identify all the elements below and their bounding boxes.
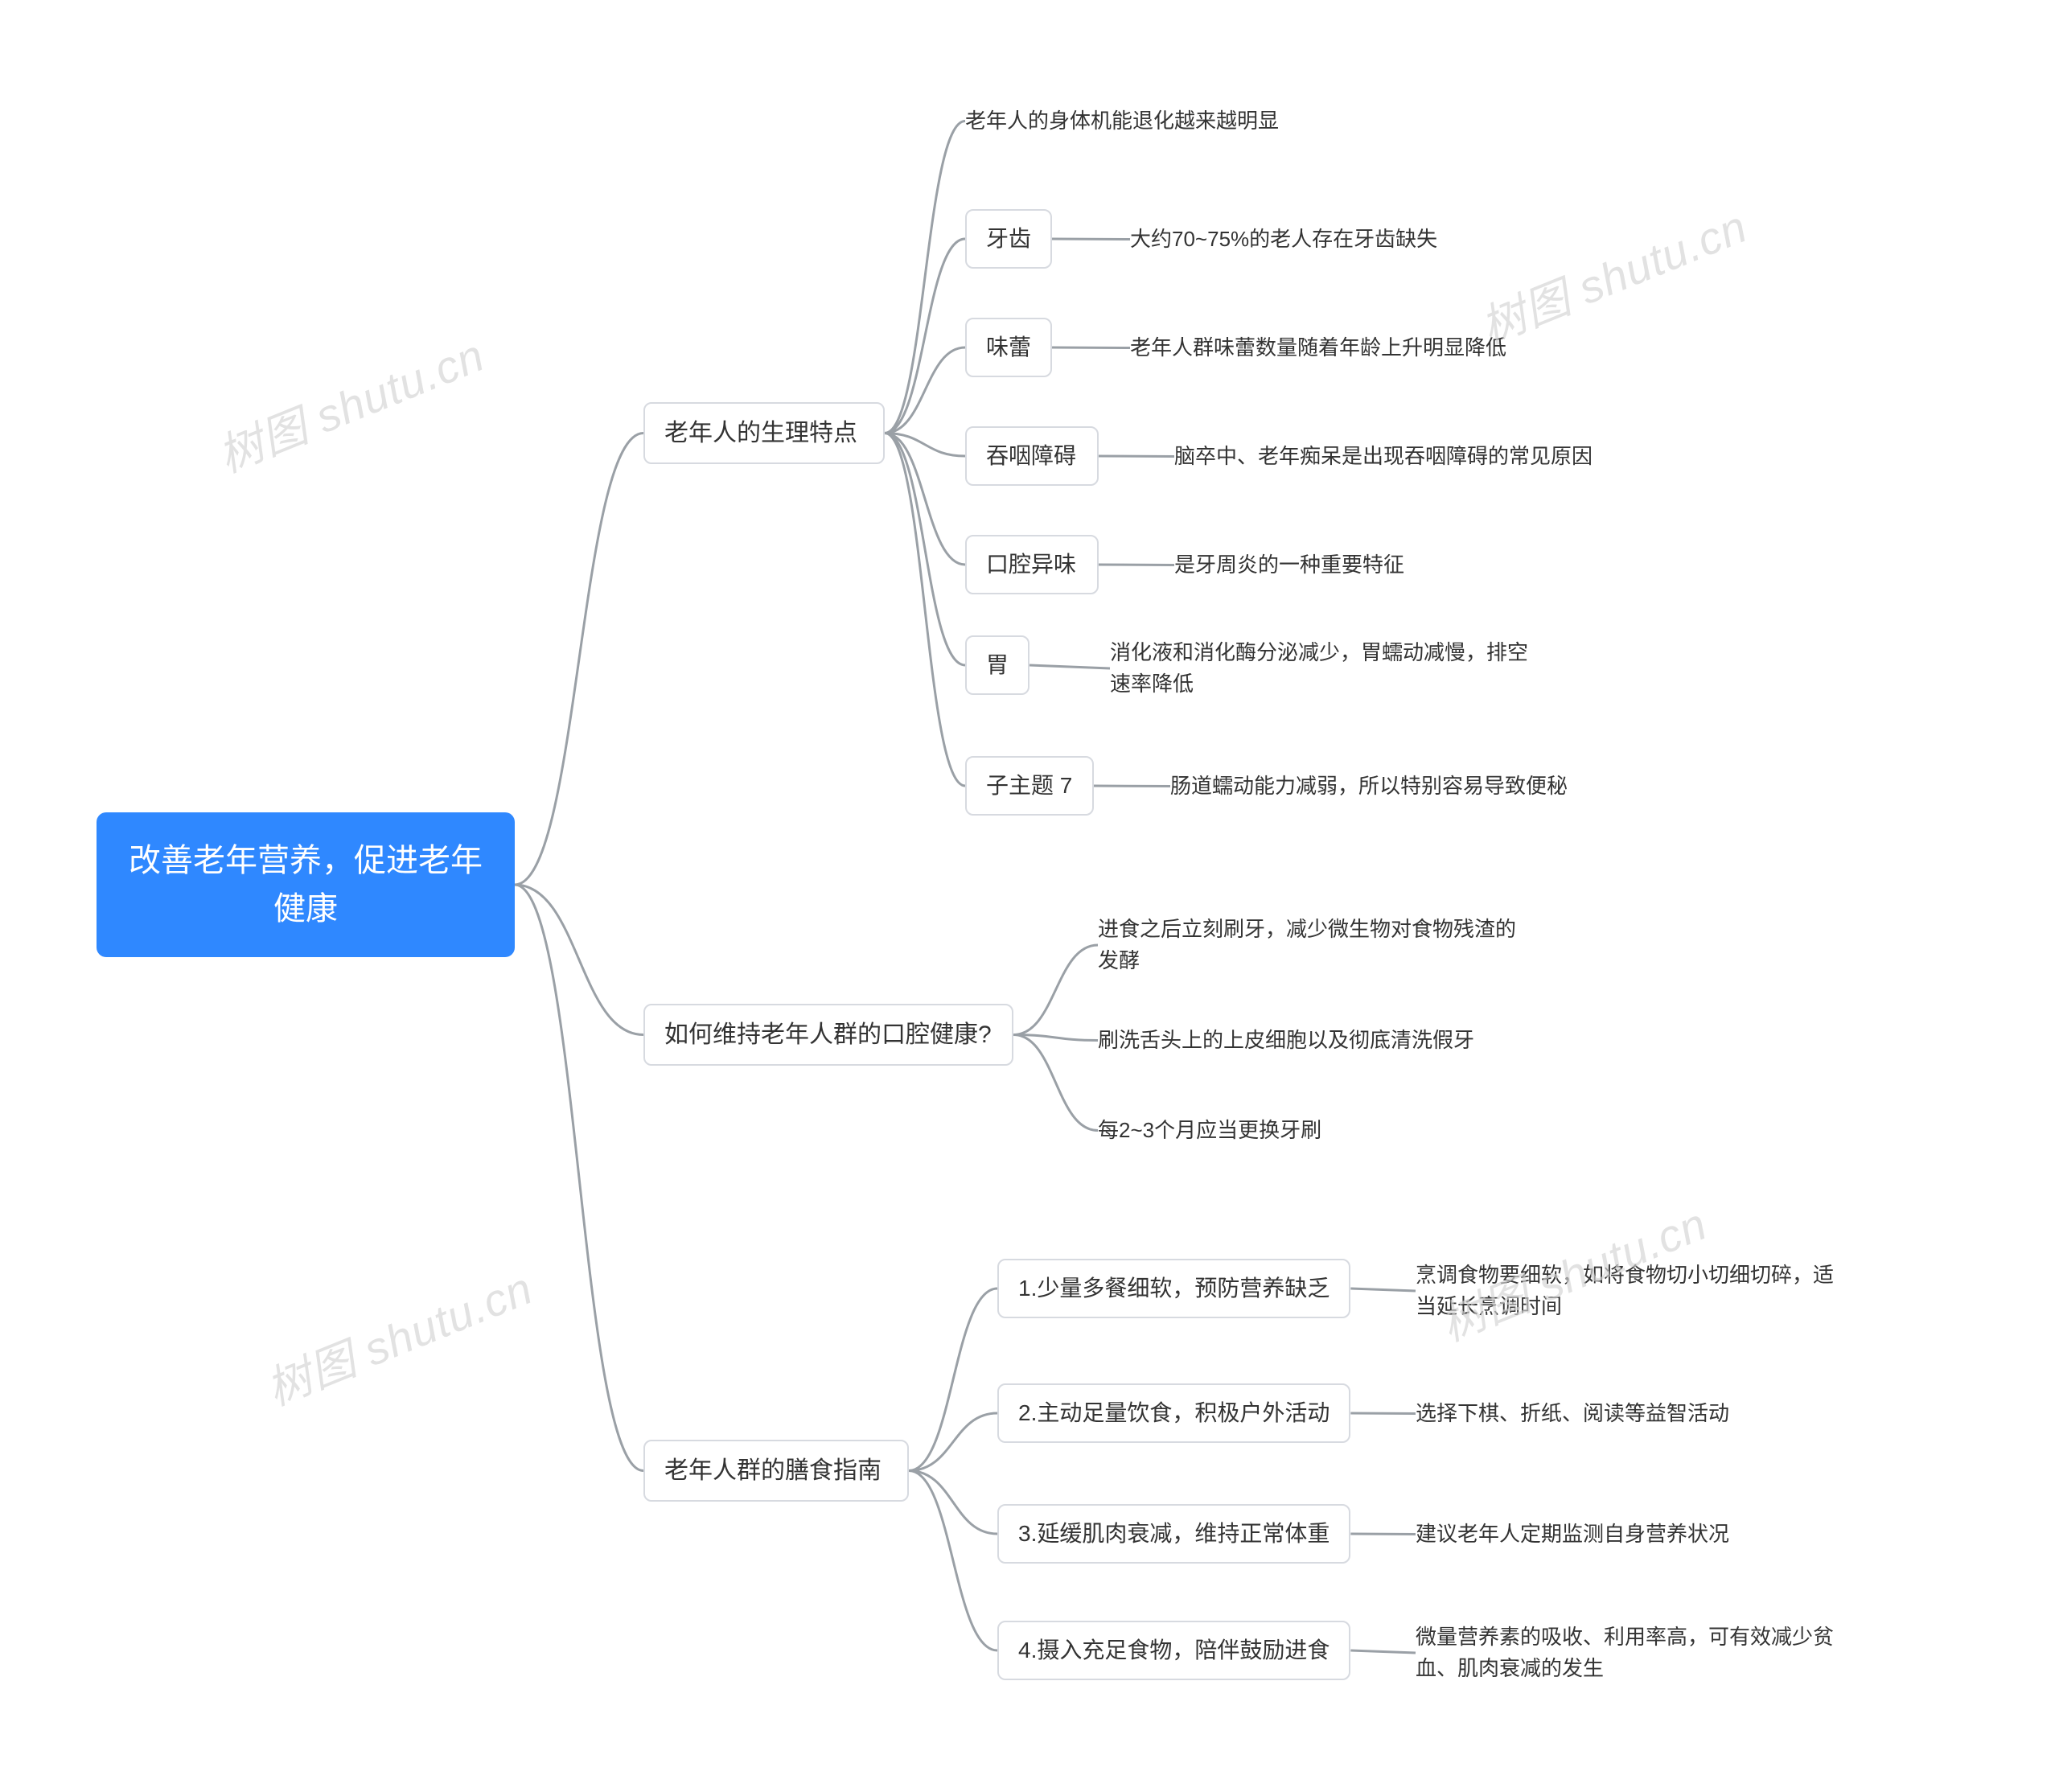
- branch-dietguide: 老年人群的膳食指南: [643, 1440, 909, 1502]
- root-line1: 改善老年营养，促进老年: [125, 836, 486, 885]
- watermark: 树图 shutu.cn: [208, 319, 493, 485]
- b3-sub-3: 4.摄入充足食物，陪伴鼓励进食: [997, 1621, 1350, 1680]
- b3-leaf-3: 微量营养素的吸收、利用率高，可有效减少贫 血、肌肉衰减的发生: [1416, 1617, 1834, 1689]
- b3-leaf-0-l1: 烹调食物要细软，如将食物切小切细切碎，适: [1416, 1260, 1834, 1291]
- b3-leaf-0: 烹调食物要细软，如将食物切小切细切碎，适 当延长烹调时间: [1416, 1255, 1834, 1327]
- b1-leaf-taste: 老年人群味蕾数量随着年龄上升明显降低: [1130, 327, 1506, 368]
- b2-leaf-2: 每2~3个月应当更换牙刷: [1098, 1110, 1321, 1151]
- b1-sub-stomach: 胃: [965, 635, 1030, 695]
- b2-leaf-0: 进食之后立刻刷牙，减少微生物对食物残渣的 发酵: [1098, 909, 1516, 981]
- b1-sub-taste: 味蕾: [965, 318, 1052, 377]
- b3-leaf-3-l1: 微量营养素的吸收、利用率高，可有效减少贫: [1416, 1621, 1834, 1653]
- b1-sub-teeth: 牙齿: [965, 209, 1052, 269]
- root-line2: 健康: [125, 885, 486, 933]
- b1-leaf-swallow: 脑卒中、老年痴呆是出现吞咽障碍的常见原因: [1174, 436, 1593, 477]
- b1-sub-topic7: 子主题 7: [965, 756, 1094, 816]
- branch-oralhealth: 如何维持老年人群的口腔健康?: [643, 1004, 1013, 1066]
- b1-sub-swallow: 吞咽障碍: [965, 426, 1099, 486]
- b3-leaf-2: 建议老年人定期监测自身营养状况: [1416, 1514, 1729, 1555]
- b3-leaf-0-l2: 当延长烹调时间: [1416, 1291, 1834, 1322]
- b1-leaf-stomach: 消化液和消化酶分泌减少，胃蠕动减慢，排空 速率降低: [1110, 632, 1528, 705]
- b2-leaf-0-l1: 进食之后立刻刷牙，减少微生物对食物残渣的: [1098, 914, 1516, 945]
- b2-leaf-0-l2: 发酵: [1098, 945, 1516, 976]
- b1-leaf-0: 老年人的身体机能退化越来越明显: [965, 101, 1279, 142]
- b1-sub-oralodor: 口腔异味: [965, 535, 1099, 594]
- branch-physiology: 老年人的生理特点: [643, 402, 885, 464]
- b1-leaf-stomach-l1: 消化液和消化酶分泌减少，胃蠕动减慢，排空: [1110, 637, 1528, 668]
- mindmap-root: 改善老年营养，促进老年 健康: [97, 812, 515, 957]
- b3-sub-2: 3.延缓肌肉衰减，维持正常体重: [997, 1504, 1350, 1564]
- branch-oralhealth-label: 如何维持老年人群的口腔健康?: [664, 1021, 992, 1048]
- b3-sub-0: 1.少量多餐细软，预防营养缺乏: [997, 1259, 1350, 1318]
- b3-leaf-1: 选择下棋、折纸、阅读等益智活动: [1416, 1393, 1729, 1434]
- watermark: 树图 shutu.cn: [1470, 191, 1756, 356]
- b1-leaf-stomach-l2: 速率降低: [1110, 668, 1528, 700]
- b1-leaf-teeth: 大约70~75%的老人存在牙齿缺失: [1130, 219, 1437, 260]
- b1-leaf-oralodor: 是牙周炎的一种重要特征: [1174, 545, 1404, 586]
- b3-leaf-3-l2: 血、肌肉衰减的发生: [1416, 1653, 1834, 1684]
- b1-leaf-topic7: 肠道蠕动能力减弱，所以特别容易导致便秘: [1170, 766, 1568, 807]
- b2-leaf-1: 刷洗舌头上的上皮细胞以及彻底清洗假牙: [1098, 1020, 1474, 1061]
- branch-physiology-label: 老年人的生理特点: [664, 420, 857, 446]
- branch-dietguide-label: 老年人群的膳食指南: [664, 1457, 882, 1484]
- watermark: 树图 shutu.cn: [256, 1252, 541, 1418]
- b3-sub-1: 2.主动足量饮食，积极户外活动: [997, 1383, 1350, 1443]
